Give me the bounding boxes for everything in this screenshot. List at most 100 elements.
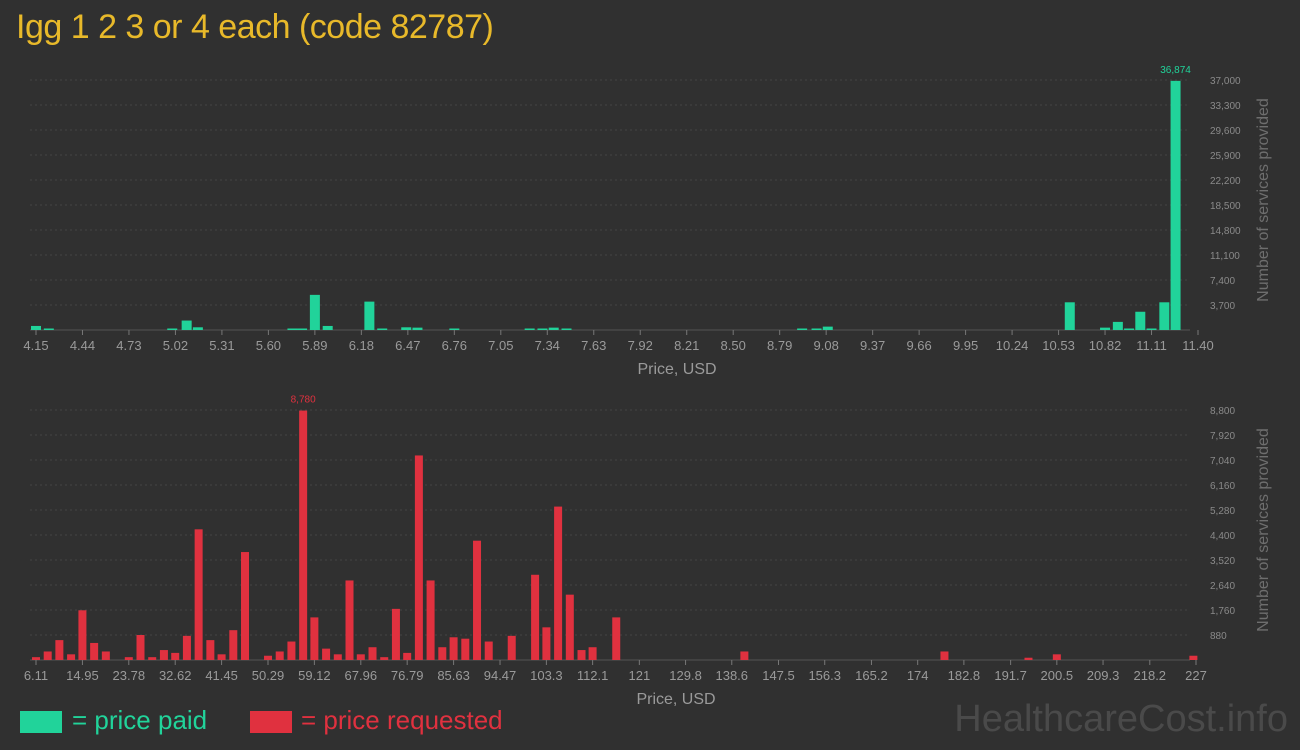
bar xyxy=(740,651,749,660)
y-tick-label: 3,520 xyxy=(1210,556,1235,567)
x-tick-label: 9.95 xyxy=(953,338,978,353)
x-tick-label: 14.95 xyxy=(66,668,99,683)
y-axis-title: Number of services provided xyxy=(1255,428,1272,632)
y-tick-label: 8,800 xyxy=(1210,406,1235,417)
x-tick-label: 156.3 xyxy=(808,668,841,683)
x-tick-label: 7.92 xyxy=(628,338,653,353)
x-tick-label: 227 xyxy=(1185,668,1207,683)
y-tick-label: 33,300 xyxy=(1210,101,1241,112)
bar xyxy=(217,654,226,660)
x-tick-label: 200.5 xyxy=(1041,668,1074,683)
x-tick-label: 11.40 xyxy=(1182,338,1214,353)
bar xyxy=(612,617,621,660)
y-tick-label: 7,040 xyxy=(1210,456,1235,467)
bar xyxy=(548,327,559,330)
y-tick-label: 7,400 xyxy=(1210,276,1235,287)
bar xyxy=(940,651,949,660)
bar xyxy=(148,657,157,660)
page-title: Igg 1 2 3 or 4 each (code 82787) xyxy=(16,8,494,46)
x-tick-label: 85.63 xyxy=(437,668,470,683)
bar xyxy=(377,328,388,330)
bar xyxy=(364,301,375,330)
y-tick-label: 18,500 xyxy=(1210,201,1241,212)
bar xyxy=(368,647,377,660)
x-axis-title: Price, USD xyxy=(637,361,716,378)
x-tick-label: 6.76 xyxy=(442,338,467,353)
y-tick-label: 14,800 xyxy=(1210,226,1241,237)
y-tick-label: 29,600 xyxy=(1210,126,1241,137)
x-tick-label: 5.31 xyxy=(209,338,234,353)
bar xyxy=(401,327,412,330)
legend-swatch-requested xyxy=(250,711,292,733)
x-tick-label: 11.11 xyxy=(1136,338,1167,353)
legend-label-requested: = price requested xyxy=(301,705,503,735)
bar xyxy=(588,647,597,660)
bar xyxy=(264,655,273,660)
bar xyxy=(275,651,284,660)
bar xyxy=(32,657,40,660)
bar xyxy=(124,657,133,660)
bar xyxy=(287,641,296,660)
x-tick-label: 8.21 xyxy=(674,338,699,353)
x-tick-label: 138.6 xyxy=(715,668,748,683)
bar xyxy=(391,608,400,660)
bar xyxy=(192,327,203,330)
x-tick-label: 6.11 xyxy=(24,668,48,683)
x-tick-label: 6.18 xyxy=(349,338,374,353)
bar xyxy=(561,328,572,330)
x-tick-label: 10.53 xyxy=(1042,338,1075,353)
bar xyxy=(542,627,551,660)
x-tick-label: 7.05 xyxy=(488,338,513,353)
x-tick-label: 8.50 xyxy=(721,338,746,353)
bar xyxy=(101,651,110,660)
y-tick-label: 6,160 xyxy=(1210,481,1235,492)
bar xyxy=(299,410,308,660)
x-tick-label: 76.79 xyxy=(391,668,424,683)
x-tick-label: 147.5 xyxy=(762,668,795,683)
x-tick-label: 103.3 xyxy=(530,668,563,683)
bar xyxy=(356,654,365,660)
bar xyxy=(380,657,389,660)
bar xyxy=(287,328,298,330)
x-tick-label: 129.8 xyxy=(669,668,702,683)
x-tick-label: 10.82 xyxy=(1089,338,1122,353)
x-tick-label: 9.37 xyxy=(860,338,885,353)
bar xyxy=(822,326,833,330)
bar xyxy=(473,540,482,660)
bar xyxy=(577,650,586,660)
bar xyxy=(1189,655,1198,660)
bar xyxy=(171,652,180,660)
x-tick-label: 209.3 xyxy=(1087,668,1120,683)
bar xyxy=(449,328,460,330)
x-tick-label: 10.24 xyxy=(996,338,1029,353)
x-tick-label: 4.44 xyxy=(70,338,95,353)
y-tick-label: 7,920 xyxy=(1210,431,1235,442)
x-tick-label: 191.7 xyxy=(994,668,1027,683)
bar xyxy=(1124,328,1135,330)
bar xyxy=(1100,327,1111,330)
bar xyxy=(461,638,470,660)
bar xyxy=(241,552,250,660)
bar xyxy=(554,506,563,660)
x-tick-label: 32.62 xyxy=(159,668,192,683)
x-tick-label: 174 xyxy=(907,668,929,683)
bar xyxy=(31,325,41,330)
bar xyxy=(507,635,516,660)
bar xyxy=(531,574,540,660)
watermark: HealthcareCost.info xyxy=(954,698,1288,740)
bar xyxy=(565,594,574,660)
bar xyxy=(1159,302,1170,330)
bar xyxy=(229,630,238,660)
bar xyxy=(159,650,168,660)
x-tick-label: 67.96 xyxy=(345,668,378,683)
x-tick-label: 7.63 xyxy=(581,338,606,353)
y-tick-label: 11,100 xyxy=(1210,251,1240,262)
x-tick-label: 182.8 xyxy=(948,668,981,683)
bar xyxy=(333,654,342,660)
bar xyxy=(90,642,99,660)
bar xyxy=(297,328,308,330)
x-tick-label: 59.12 xyxy=(298,668,331,683)
x-tick-label: 121 xyxy=(628,668,650,683)
bar xyxy=(1024,657,1033,660)
x-tick-label: 5.89 xyxy=(302,338,327,353)
